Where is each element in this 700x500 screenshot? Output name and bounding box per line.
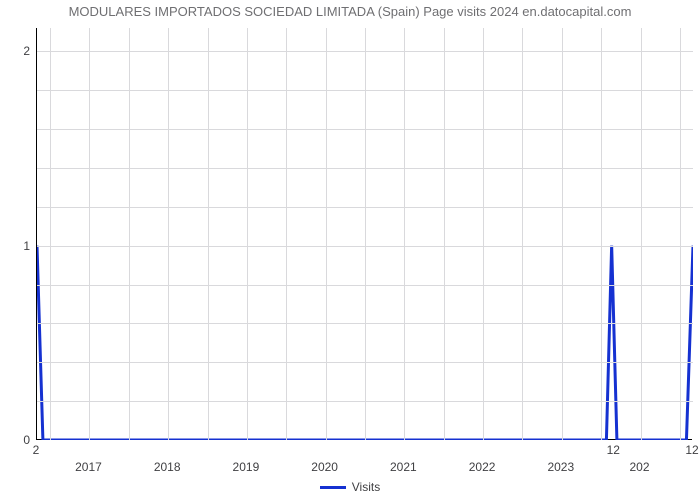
legend: Visits bbox=[0, 480, 700, 494]
vgrid-line bbox=[522, 28, 523, 440]
x-tick-label: 202 bbox=[630, 460, 650, 474]
vgrid-line bbox=[444, 28, 445, 440]
secondary-x-label: 2 bbox=[33, 443, 40, 457]
vgrid-line bbox=[601, 28, 602, 440]
vgrid-line bbox=[50, 28, 51, 440]
vgrid-line bbox=[89, 28, 90, 440]
chart-title: MODULARES IMPORTADOS SOCIEDAD LIMITADA (… bbox=[0, 4, 700, 19]
vgrid-line bbox=[286, 28, 287, 440]
y-tick-label: 1 bbox=[23, 239, 30, 253]
vgrid-line bbox=[680, 28, 681, 440]
y-tick-label: 2 bbox=[23, 44, 30, 58]
legend-label: Visits bbox=[352, 480, 380, 494]
vgrid-line bbox=[483, 28, 484, 440]
x-tick-label: 2023 bbox=[547, 460, 574, 474]
vgrid-line bbox=[326, 28, 327, 440]
visits-line-chart: MODULARES IMPORTADOS SOCIEDAD LIMITADA (… bbox=[0, 0, 700, 500]
secondary-x-label: 12 bbox=[685, 443, 698, 457]
vgrid-line bbox=[365, 28, 366, 440]
x-tick-label: 2017 bbox=[75, 460, 102, 474]
secondary-x-label: 12 bbox=[607, 443, 620, 457]
plot-area bbox=[36, 28, 692, 440]
x-tick-label: 2019 bbox=[233, 460, 260, 474]
vgrid-line bbox=[562, 28, 563, 440]
vgrid-line bbox=[641, 28, 642, 440]
legend-swatch bbox=[320, 486, 346, 489]
vgrid-line bbox=[404, 28, 405, 440]
vgrid-line bbox=[129, 28, 130, 440]
vgrid-line bbox=[208, 28, 209, 440]
x-tick-label: 2020 bbox=[311, 460, 338, 474]
x-tick-label: 2022 bbox=[469, 460, 496, 474]
vgrid-line bbox=[168, 28, 169, 440]
y-tick-label: 0 bbox=[23, 433, 30, 447]
x-tick-label: 2018 bbox=[154, 460, 181, 474]
x-tick-label: 2021 bbox=[390, 460, 417, 474]
vgrid-line bbox=[247, 28, 248, 440]
